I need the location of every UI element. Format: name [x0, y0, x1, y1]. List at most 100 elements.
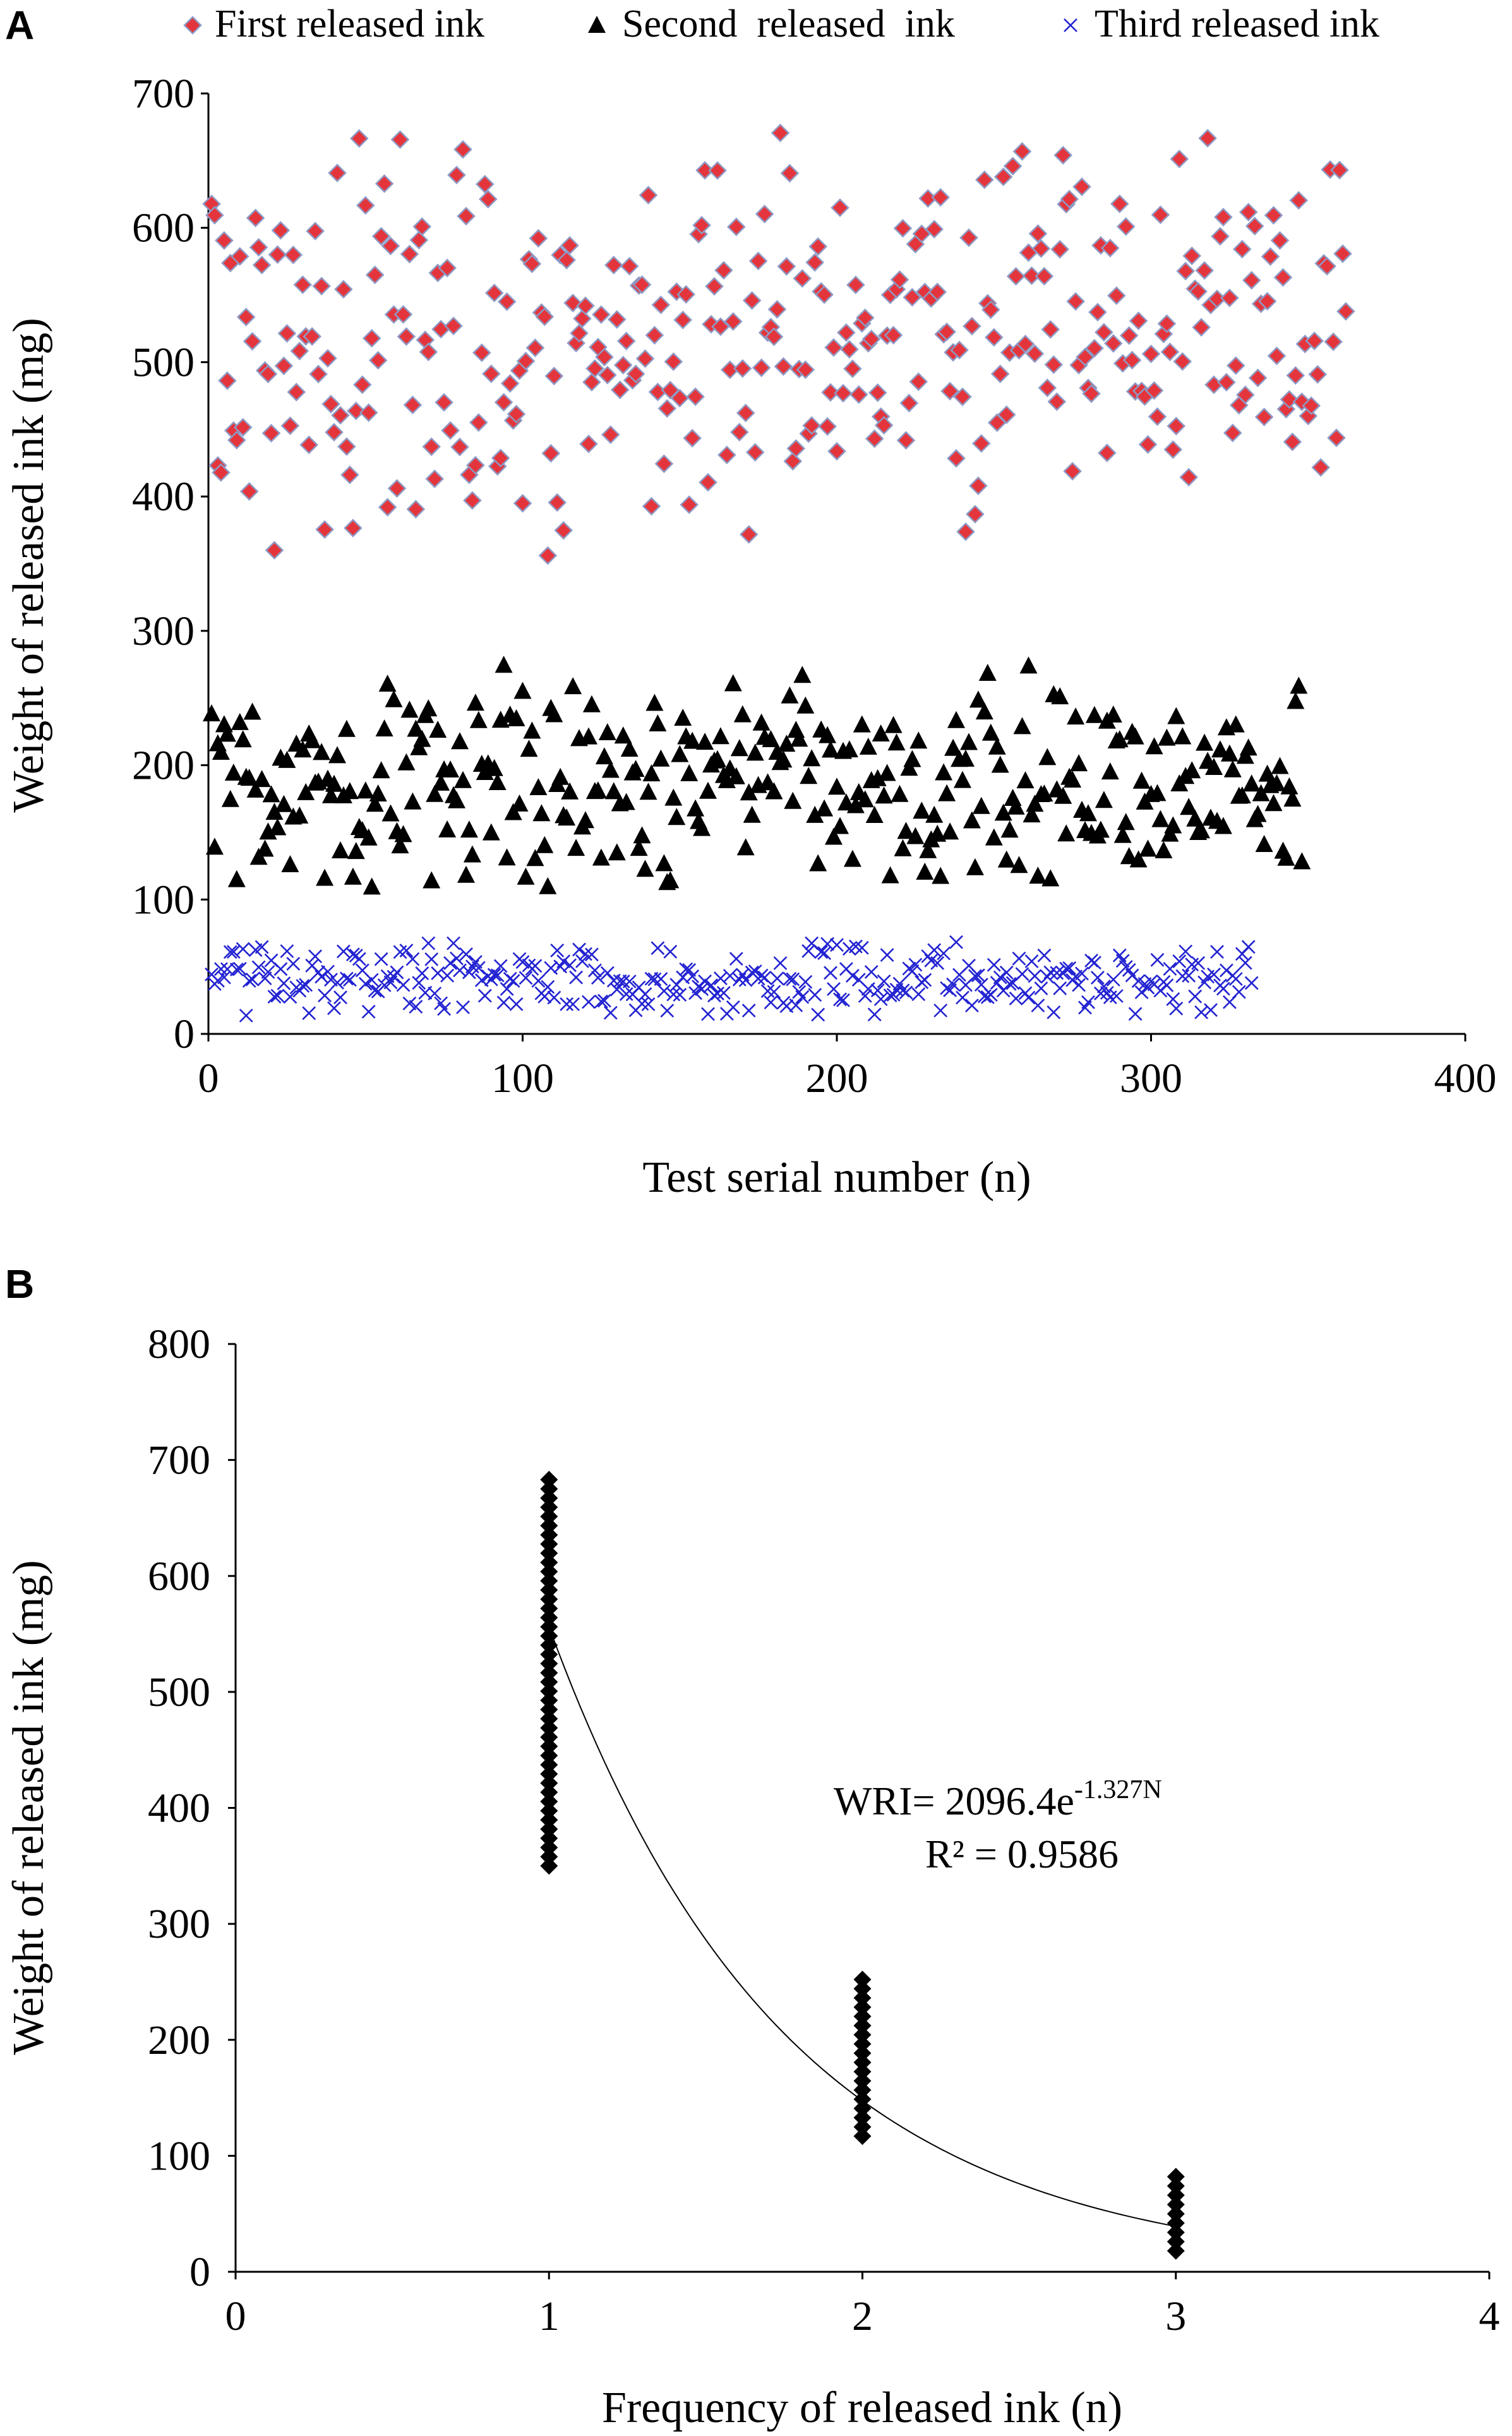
third-ink-point — [795, 990, 810, 1004]
first-ink-point — [388, 479, 406, 498]
third-ink-point — [867, 1007, 882, 1022]
second-ink-point — [385, 690, 403, 707]
first-ink-point — [318, 349, 337, 368]
third-ink-point — [1074, 966, 1089, 981]
second-ink-point — [1158, 728, 1176, 746]
first-ink-point — [548, 493, 567, 512]
first-ink-point — [1268, 347, 1286, 365]
third-ink-point — [352, 952, 367, 966]
first-ink-point — [526, 339, 544, 357]
third-ink-point — [657, 983, 671, 999]
first-ink-point — [1179, 468, 1198, 486]
first-ink-point — [306, 222, 325, 241]
second-ink-point — [865, 806, 884, 823]
second-ink-point — [419, 699, 438, 717]
third-ink-point — [810, 1007, 825, 1022]
second-ink-point — [1173, 727, 1192, 745]
first-ink-point — [1176, 261, 1195, 280]
first-ink-point — [281, 416, 299, 435]
third-ink-point — [496, 995, 511, 1010]
second-ink-point — [316, 868, 334, 886]
first-ink-point — [1173, 352, 1192, 371]
first-ink-point — [1308, 365, 1327, 384]
first-ink-point — [375, 174, 393, 193]
first-ink-point — [334, 280, 353, 299]
first-ink-point — [1249, 369, 1267, 387]
first-ink-point — [422, 438, 441, 456]
second-ink-point — [752, 713, 771, 731]
third-ink-point — [556, 954, 571, 969]
first-ink-point — [1048, 392, 1066, 411]
third-ink-point — [446, 936, 461, 951]
legend-first-label: First released ink — [215, 3, 484, 45]
second-ink-point — [463, 845, 481, 863]
first-ink-point — [447, 165, 466, 184]
second-ink-point — [803, 749, 821, 767]
second-ink-point — [1249, 805, 1267, 822]
first-ink-point — [752, 359, 771, 377]
second-ink-point — [438, 820, 457, 837]
third-ink-point — [1034, 981, 1048, 996]
legend-first-diamond-icon — [183, 16, 202, 35]
second-ink-point — [429, 721, 447, 738]
third-ink-point — [314, 969, 329, 984]
second-ink-point — [1000, 820, 1019, 838]
second-ink-point — [1038, 748, 1057, 765]
first-ink-point — [391, 130, 409, 149]
first-ink-point — [658, 399, 676, 417]
third-ink-point — [1081, 995, 1096, 1010]
second-ink-point — [633, 826, 651, 844]
third-ink-point — [455, 1000, 471, 1015]
first-ink-point — [431, 320, 450, 339]
third-ink-point — [572, 942, 587, 957]
frequency-3-point — [1167, 2168, 1185, 2186]
first-ink-point — [1117, 217, 1135, 236]
first-ink-point — [1336, 302, 1355, 321]
third-ink-point — [421, 936, 436, 951]
first-ink-point — [576, 296, 595, 315]
second-ink-point — [649, 714, 667, 731]
panel-b-equation: WRI= 2096.4e-1.327N R² = 0.9586 — [834, 1775, 1162, 1876]
second-ink-point — [947, 711, 965, 728]
first-ink-point — [966, 505, 985, 524]
second-ink-point — [523, 721, 541, 739]
second-ink-point — [337, 719, 356, 737]
third-ink-point — [1043, 965, 1058, 980]
first-ink-point — [1110, 195, 1129, 213]
frequency-1-point — [540, 1470, 558, 1489]
first-ink-point — [1167, 417, 1185, 435]
third-ink-point — [1228, 971, 1244, 987]
first-ink-point — [457, 207, 476, 225]
third-ink-point — [663, 944, 678, 959]
first-ink-point — [340, 465, 359, 484]
first-ink-point — [909, 373, 928, 391]
third-ink-point — [236, 942, 251, 956]
first-ink-point — [645, 326, 664, 345]
second-ink-point — [1095, 791, 1113, 808]
third-ink-point — [1052, 981, 1067, 996]
first-ink-point — [275, 357, 293, 375]
second-ink-point — [281, 855, 299, 872]
second-ink-point — [1151, 810, 1170, 827]
third-ink-point — [549, 943, 565, 958]
y-tick-label: 200 — [148, 2017, 210, 2063]
first-ink-point — [1148, 407, 1167, 426]
second-ink-point — [539, 877, 557, 894]
third-ink-point — [700, 1007, 716, 1021]
third-ink-point — [1244, 976, 1259, 990]
first-ink-point — [831, 198, 849, 217]
first-ink-point — [215, 231, 234, 250]
second-ink-point — [1293, 852, 1311, 870]
first-ink-point — [1072, 177, 1091, 196]
first-ink-point — [312, 277, 331, 296]
third-ink-point — [1203, 1002, 1218, 1017]
second-ink-point — [451, 732, 469, 750]
first-ink-point — [309, 364, 328, 383]
first-ink-point — [1217, 373, 1236, 392]
first-ink-point — [400, 245, 419, 263]
second-ink-point — [375, 719, 393, 736]
second-ink-point — [529, 778, 548, 795]
first-ink-point — [529, 229, 548, 248]
panel-a-x-ticks: 0 100 200 300 400 — [198, 1034, 1497, 1101]
third-ink-point — [877, 974, 891, 989]
